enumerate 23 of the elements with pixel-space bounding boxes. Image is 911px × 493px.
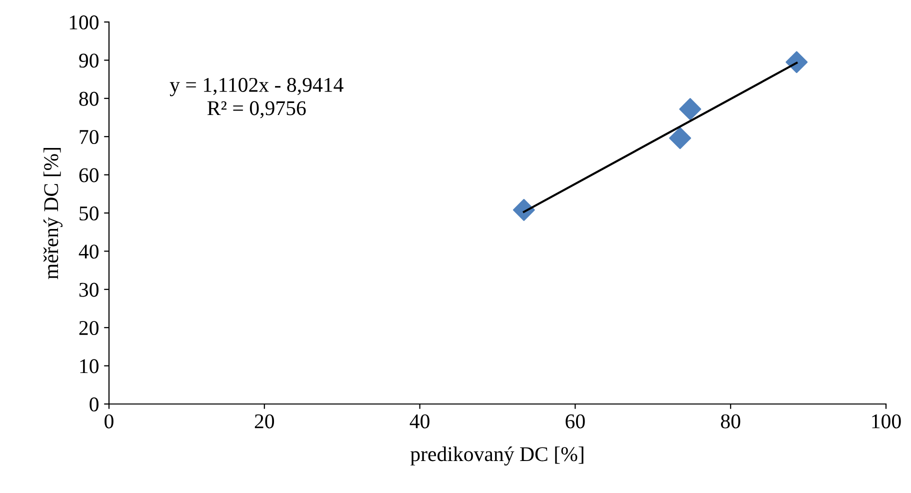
- y-tick-label: 40: [78, 244, 98, 259]
- y-tick-label: 90: [79, 54, 98, 68]
- x-tick-label: 100: [872, 414, 901, 428]
- x-axis-title: predikovaný DC [%]: [410, 446, 584, 466]
- y-tick-label: 0: [90, 397, 98, 412]
- y-tick-label: 30: [79, 282, 98, 297]
- y-tick-label: 20: [79, 320, 98, 336]
- y-tick-label: 80: [79, 92, 98, 106]
- point: [679, 98, 702, 120]
- point: [786, 51, 808, 74]
- y-tick-label: 60: [79, 168, 98, 182]
- annotation: y = 1,1102x - 8,9414 R² = 0,9756: [170, 78, 344, 118]
- x-tick-label: 40: [410, 414, 430, 428]
- y-tick-label: 10: [80, 359, 98, 374]
- point: [669, 127, 692, 150]
- x-tick-label: 80: [720, 414, 740, 428]
- y-tick-label: 70: [80, 130, 98, 144]
- x-tick-label: 60: [566, 414, 585, 428]
- x-tick-label: 20: [254, 414, 274, 428]
- y-tick-label: 50: [80, 206, 98, 220]
- x-tick-label: 0: [104, 414, 114, 428]
- y-tick-label: 100: [70, 15, 98, 30]
- y-axis-title: měřený DC [%]: [43, 148, 62, 280]
